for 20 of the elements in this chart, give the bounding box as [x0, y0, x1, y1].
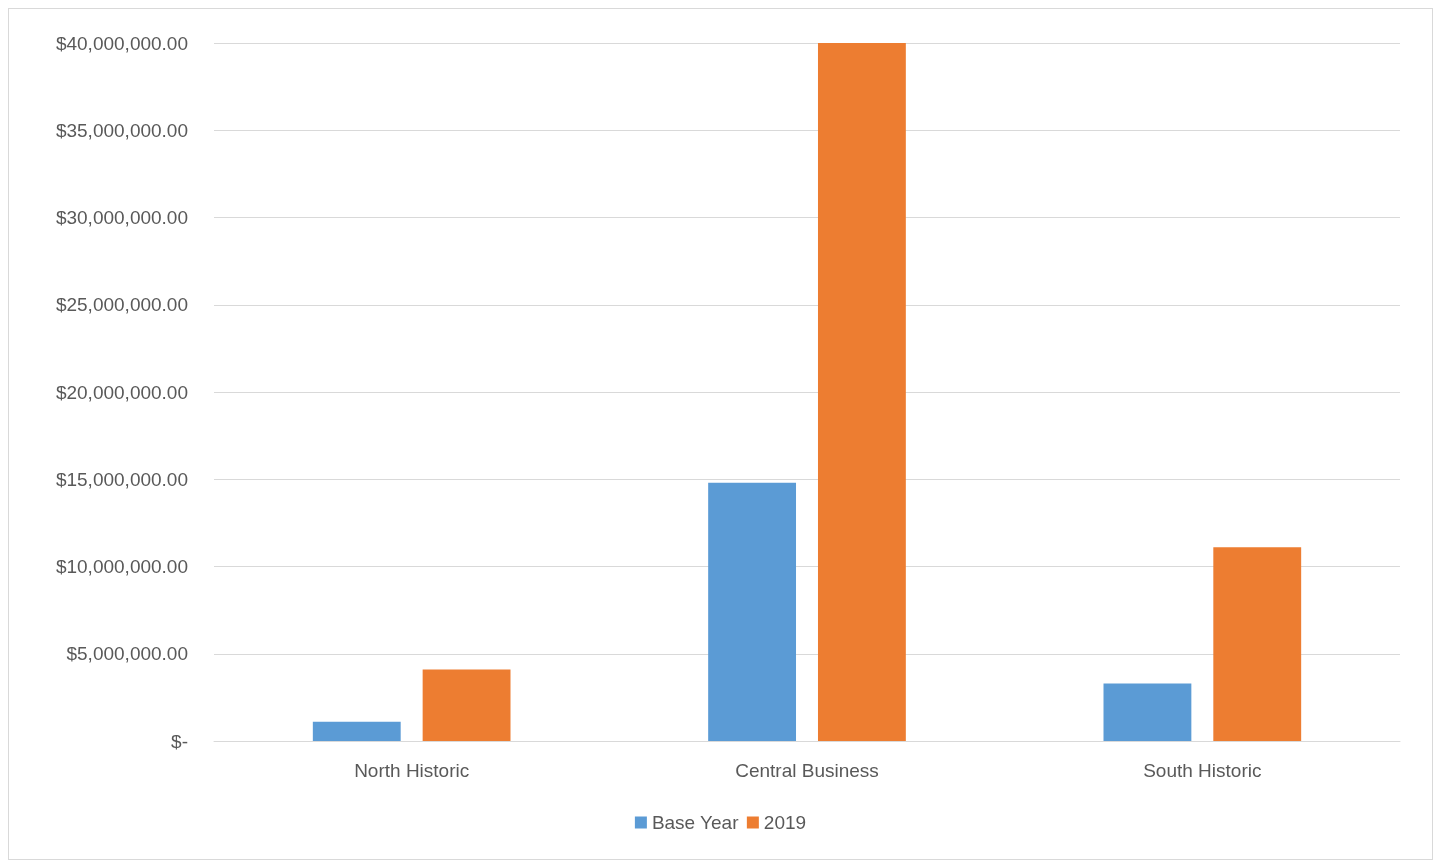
y-tick-label: $25,000,000.00	[55, 294, 188, 316]
bar	[422, 669, 511, 741]
bar	[708, 482, 797, 741]
y-tick-label: $15,000,000.00	[55, 468, 188, 490]
legend-label: 2019	[763, 812, 807, 833]
y-tick-label: $30,000,000.00	[55, 207, 188, 228]
y-tick-label: $40,000,000.00	[55, 32, 188, 54]
y-tick-label: $-	[171, 730, 188, 752]
bar	[1103, 683, 1192, 741]
y-tick-label: $5,000,000.00	[66, 643, 188, 665]
bar	[1213, 547, 1302, 741]
x-tick-label: Central Business	[735, 760, 879, 781]
y-tick-label: $20,000,000.00	[55, 381, 188, 403]
bar	[817, 43, 906, 741]
y-tick-label: $10,000,000.00	[55, 556, 188, 577]
x-tick-label: North Historic	[354, 760, 470, 781]
legend-label: Base Year	[651, 812, 740, 833]
x-tick-label: South Historic	[1143, 760, 1262, 781]
y-tick-label: $35,000,000.00	[55, 119, 188, 141]
bar	[312, 721, 401, 741]
